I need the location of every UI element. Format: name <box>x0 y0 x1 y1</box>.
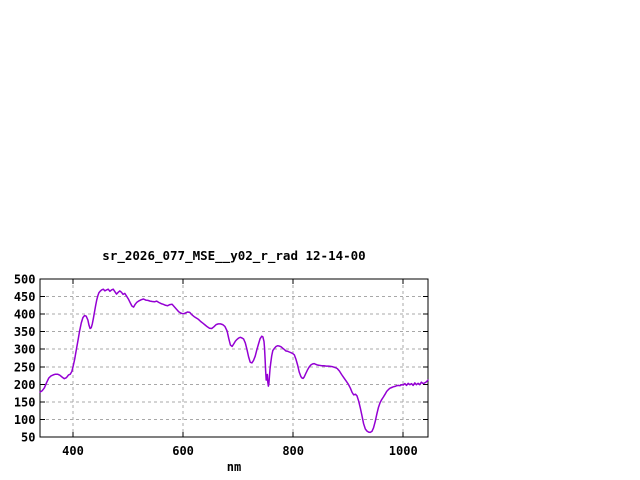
y-tick-label: 400 <box>14 308 36 322</box>
y-tick-label: 450 <box>14 290 36 304</box>
y-tick-label: 500 <box>14 273 36 287</box>
y-tick-label: 350 <box>14 325 36 339</box>
series-line <box>39 288 429 434</box>
x-tick-label: 600 <box>172 444 194 458</box>
x-tick-label: 800 <box>282 444 304 458</box>
x-tick-label: 400 <box>62 444 84 458</box>
y-tick-label: 150 <box>14 395 36 409</box>
plot-border <box>39 278 429 438</box>
y-tick-label: 200 <box>14 378 36 392</box>
y-tick-label: 250 <box>14 360 36 374</box>
y-tick-label: 300 <box>14 343 36 357</box>
y-tick-label: 100 <box>14 413 36 427</box>
x-tick-label: 1000 <box>389 444 418 458</box>
chart-title: sr_2026_077_MSE__y02_r_rad 12-14-00 <box>102 248 366 263</box>
y-tick-label: 50 <box>21 431 35 445</box>
x-axis-label: nm <box>226 460 242 474</box>
